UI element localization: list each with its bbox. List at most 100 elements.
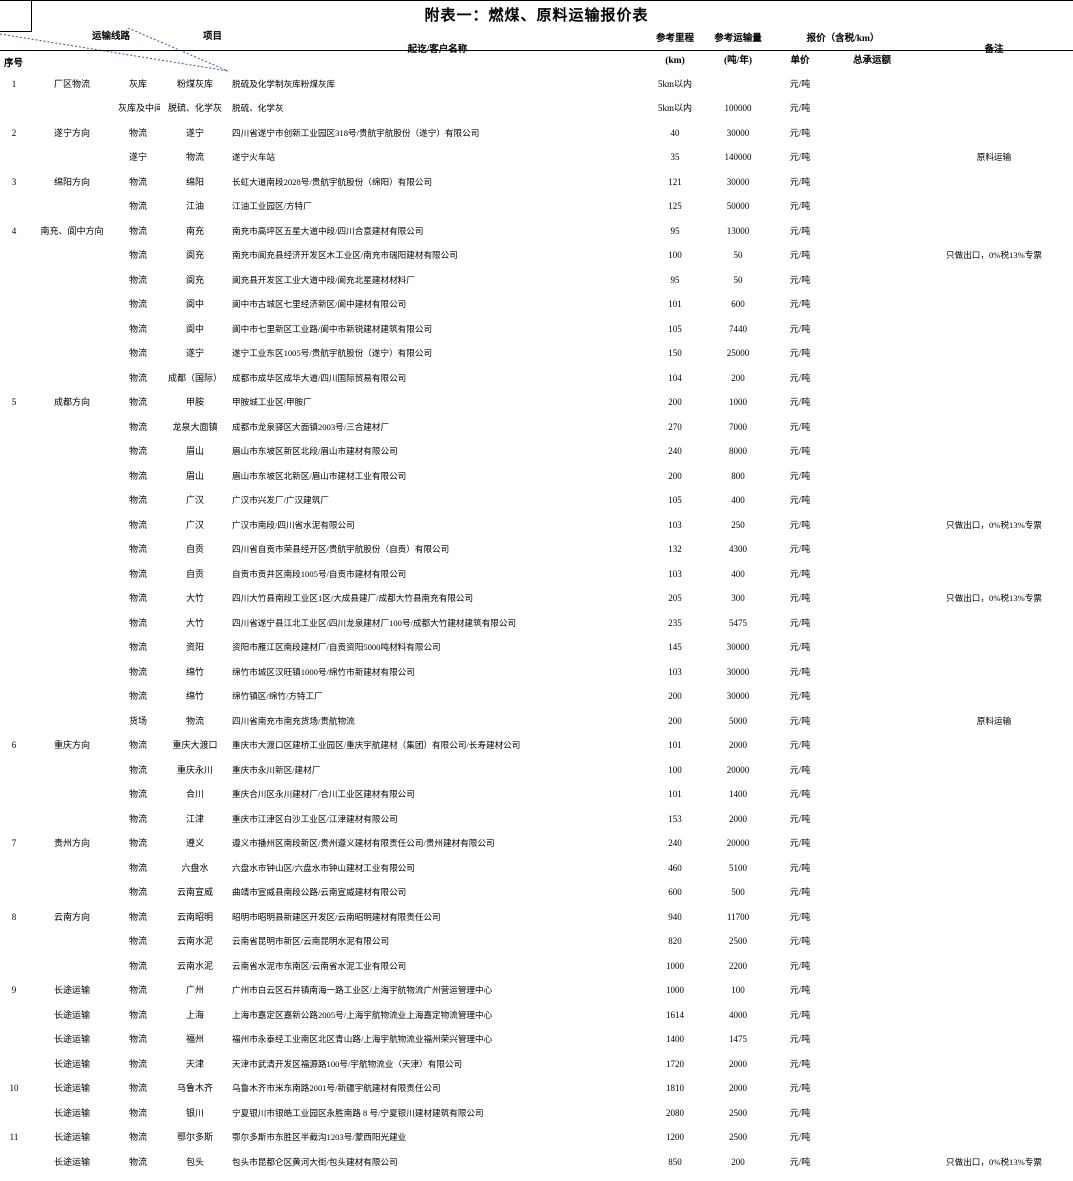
- row-cell-note: [915, 783, 1073, 808]
- row-cell-description: 广汉市南段/四川省水泥有限公司: [232, 519, 355, 530]
- row-cell-note: [915, 170, 1073, 195]
- row-cell-km: 200: [668, 470, 682, 481]
- row-cell-seq: 3: [11, 176, 17, 187]
- row-cell-unit-price: 元/吨: [789, 103, 811, 114]
- row-cell-km: 460: [668, 862, 682, 873]
- row-cell-origin: 物流: [128, 1083, 147, 1094]
- row-cell-note: [915, 930, 1073, 955]
- row-cell-origin: 物流: [128, 470, 147, 481]
- row-cell-volume: 800: [731, 470, 745, 481]
- row-cell-direction: 长途运输: [53, 1156, 90, 1167]
- header-label-note: 备注: [915, 28, 1073, 72]
- row-cell-direction: 绵阳方向: [53, 176, 90, 187]
- row-cell-unit-price: 元/吨: [789, 789, 811, 800]
- row-cell-note: 只做出口，0%税13%专票: [946, 1156, 1042, 1167]
- row-cell-total-price: [829, 881, 915, 906]
- row-cell-volume: 30000: [726, 666, 750, 677]
- row-cell-volume: 4000: [729, 1009, 747, 1020]
- row-cell-total-price: [829, 807, 915, 832]
- row-cell-description: 阆中市七里新区工业路/阆中市新锐建材建筑有限公司: [232, 323, 433, 334]
- row-cell-km: 200: [668, 715, 682, 726]
- table-row: 4 南充、阆中方向 物流 南充 南充市高坪区五星大道中段/四川合意建材有限公司 95 130…: [0, 219, 1073, 244]
- row-cell-direction: [28, 464, 116, 489]
- table-body: 1厂区物流灰库粉煤灰库脱硫及化学制灰库粉煤灰库5km以内元/吨灰库及中间灰库脱硫…: [0, 72, 1073, 1175]
- row-cell-total-price: [829, 905, 915, 930]
- row-cell-destination: 脱硫、化学灰: [167, 103, 222, 114]
- row-cell-volume: 4300: [729, 544, 747, 555]
- table-row: 物流 广汉 广汉市兴发厂/广汉建筑厂 105 400 元/吨: [0, 489, 1073, 514]
- row-cell-unit-price: 元/吨: [789, 1009, 811, 1020]
- row-cell-direction: [28, 562, 116, 587]
- row-cell-description: 成都市成华区成华大道/四川国际贸易有限公司: [232, 372, 407, 383]
- row-cell-seq: 10: [9, 1083, 19, 1094]
- row-cell-km: 121: [668, 176, 682, 187]
- row-cell-km: 40: [670, 127, 680, 138]
- row-cell-unit-price: 元/吨: [789, 446, 811, 457]
- row-cell-total-price: [829, 1052, 915, 1077]
- row-cell-origin: 灰库: [128, 78, 147, 89]
- row-cell-unit-price: 元/吨: [789, 299, 811, 310]
- row-cell-volume: 1400: [729, 789, 747, 800]
- row-cell-seq: [0, 1003, 28, 1028]
- row-cell-destination: 眉山: [185, 470, 204, 481]
- row-cell-destination: 眉山: [185, 446, 204, 457]
- row-cell-seq: [0, 709, 28, 734]
- row-cell-volume: 140000: [724, 152, 752, 163]
- row-cell-origin: 物流: [128, 813, 147, 824]
- row-cell-total-price: [829, 195, 915, 220]
- row-cell-note: [915, 195, 1073, 220]
- row-cell-direction: [28, 881, 116, 906]
- row-cell-direction: [28, 97, 116, 122]
- row-cell-volume: 100000: [724, 103, 752, 114]
- row-cell-direction: 长途运输: [53, 1034, 90, 1045]
- row-cell-total-price: [829, 513, 915, 538]
- row-cell-origin: 物流: [128, 225, 147, 236]
- row-cell-direction: [28, 758, 116, 783]
- row-cell-volume: 30000: [726, 127, 750, 138]
- row-cell-origin: 物流: [128, 519, 147, 530]
- row-cell-seq: [0, 930, 28, 955]
- row-cell-km: 600: [668, 887, 682, 898]
- row-cell-destination: 福州: [185, 1034, 204, 1045]
- row-cell-unit-price: 元/吨: [789, 1083, 811, 1094]
- row-cell-direction: [28, 783, 116, 808]
- table-row: 物流 江津 重庆市江津区白沙工业区/江津建材有限公司 153 2000 元/吨: [0, 807, 1073, 832]
- row-cell-seq: 4: [11, 225, 17, 236]
- table-row: 长途运输 物流 上海 上海市嘉定区嘉新公路2005号/上海宇航物流业上海嘉定物流管理中…: [0, 1003, 1073, 1028]
- row-cell-km: 1810: [666, 1083, 684, 1094]
- row-cell-description: 包头市昆都仑区黄河大街/包头建材有限公司: [232, 1156, 398, 1167]
- table-row: 物流 遂宁 遂宁工业东区1005号/贵航宇航股份（遂宁）有限公司 150 25000 元/…: [0, 342, 1073, 367]
- row-cell-destination: 遵义: [185, 838, 204, 849]
- row-cell-description: 南充市阆充县经济开发区木工业区/南充市瑞阳建材有限公司: [232, 250, 458, 261]
- row-cell-km: 100: [668, 764, 682, 775]
- row-cell-origin: 物流: [128, 176, 147, 187]
- row-cell-total-price: [829, 146, 915, 171]
- row-cell-seq: [0, 268, 28, 293]
- row-cell-destination: 物流: [185, 715, 204, 726]
- row-cell-note: [915, 856, 1073, 881]
- row-cell-note: [915, 1077, 1073, 1102]
- row-cell-total-price: [829, 293, 915, 318]
- row-cell-total-price: [829, 489, 915, 514]
- row-cell-unit-price: 元/吨: [789, 985, 811, 996]
- row-cell-total-price: [829, 72, 915, 97]
- table-row: 物流 绵竹 绵竹市城区汉旺镇1000号/绵竹市新建材有限公司 103 30000 元/吨: [0, 660, 1073, 685]
- row-cell-total-price: [829, 366, 915, 391]
- row-cell-description: 南充市高坪区五星大道中段/四川合意建材有限公司: [232, 225, 424, 236]
- row-cell-destination: 成都（国际）: [167, 372, 222, 383]
- row-cell-volume: 7000: [729, 421, 747, 432]
- row-cell-volume: 30000: [726, 691, 750, 702]
- row-cell-origin: 物流: [128, 887, 147, 898]
- top-rule: [0, 0, 1073, 1]
- row-cell-description: 六盘水市钟山区/六盘水市钟山建材工业有限公司: [232, 862, 415, 873]
- row-cell-description: 重庆合川区永川建材厂/合川工业区建材有限公司: [232, 789, 415, 800]
- row-cell-total-price: [829, 709, 915, 734]
- row-cell-origin: 物流: [128, 568, 147, 579]
- row-cell-origin: 物流: [128, 911, 147, 922]
- row-cell-note: 只做出口，0%税13%专票: [946, 593, 1042, 604]
- table-row: 1 厂区物流 灰库 粉煤灰库 脱硫及化学制灰库粉煤灰库 5km以内 元/吨: [0, 72, 1073, 97]
- row-cell-unit-price: 元/吨: [789, 78, 811, 89]
- row-cell-total-price: [829, 219, 915, 244]
- row-cell-total-price: [829, 734, 915, 759]
- row-cell-unit-price: 元/吨: [789, 372, 811, 383]
